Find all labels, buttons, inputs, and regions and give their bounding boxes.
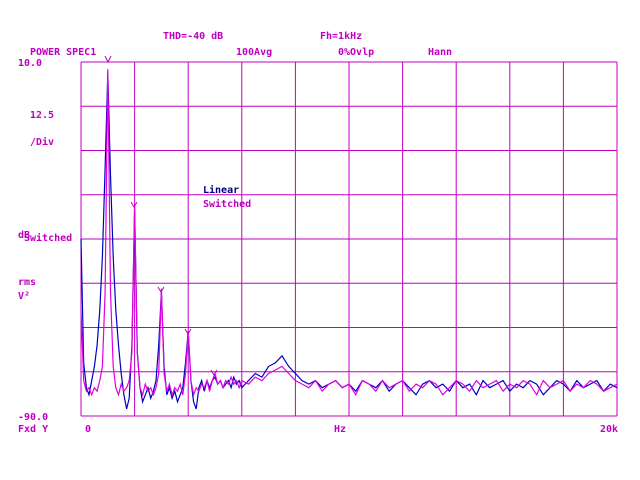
y-tick-label: -90.0 [18, 412, 48, 423]
window: Hann [428, 47, 452, 58]
legend-entry: Linear [203, 184, 239, 196]
plot [80, 69, 618, 410]
marker [157, 286, 165, 293]
averaging: 100Avg [236, 47, 272, 58]
y-tick-label: 10.0 [18, 58, 42, 69]
y-scale-mode: Fxd Y [18, 424, 48, 435]
x-tick-label: 20k [600, 424, 618, 435]
x-tick-label: 0 [85, 424, 91, 435]
grid [80, 61, 618, 417]
marker [210, 369, 218, 376]
y-per-div: 12.5 [30, 110, 54, 121]
axis-trace-label: Switched [24, 232, 72, 244]
marker [130, 201, 138, 208]
marker [104, 55, 112, 64]
fh-readout: Fh=1kHz [320, 31, 362, 42]
y-unit: V² [18, 291, 30, 302]
legend-entry: Switched [203, 198, 251, 210]
harmonic-markers [104, 55, 218, 376]
y-div-unit: /Div [30, 136, 54, 148]
spectrum-line [80, 69, 618, 398]
y-unit: dB [18, 230, 30, 241]
x-axis-label: Hz [334, 424, 346, 435]
measurement-name: POWER SPEC1 [30, 47, 96, 58]
thd-readout: THD=-40 dB [163, 31, 223, 42]
marker [184, 328, 192, 335]
overlap: 0%Ovlp [338, 47, 374, 58]
y-unit: rms [18, 277, 36, 288]
